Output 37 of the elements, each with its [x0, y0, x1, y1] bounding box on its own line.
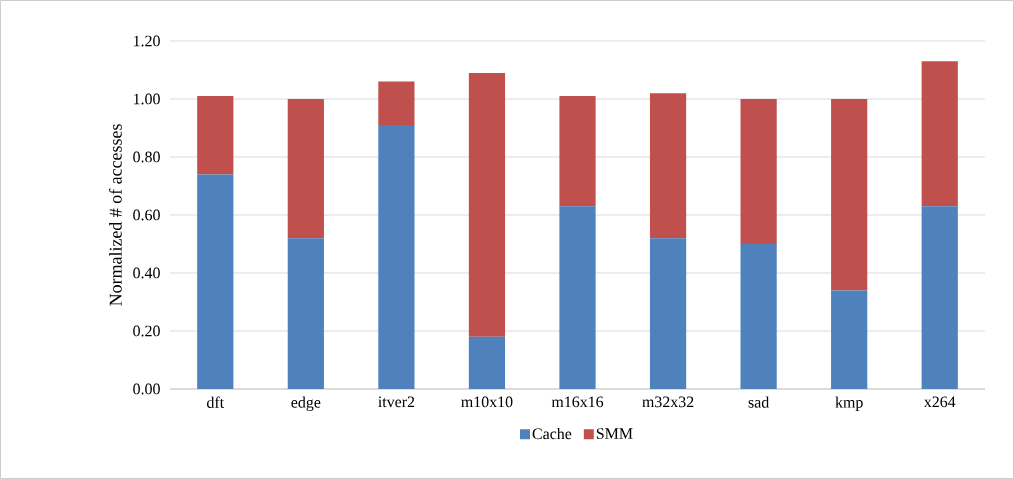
bar [649, 93, 687, 239]
x-tick-label: itver2 [378, 396, 415, 408]
bar [378, 125, 415, 389]
y-tick-label: 1.00 [134, 93, 160, 105]
x-tick-label: dft [207, 396, 225, 408]
legend-label: Cache [532, 427, 572, 440]
bar [831, 290, 868, 389]
y-axis-title: Normalized # of accesses [108, 124, 122, 306]
x-tick-label: kmp [835, 396, 863, 411]
x-tick-label: x264 [923, 396, 956, 408]
bar [559, 96, 596, 207]
x-tick-label: m32x32 [642, 396, 694, 408]
bar [197, 174, 234, 389]
bar [287, 98, 324, 239]
legend-label: SMM [596, 428, 633, 439]
bar [740, 243, 777, 389]
bar [559, 206, 596, 389]
y-tick-label: 0.40 [133, 267, 160, 279]
bar [740, 98, 777, 244]
x-tick-label: sad [748, 396, 770, 408]
bar [287, 238, 324, 389]
y-tick-label: 0.20 [133, 325, 160, 337]
x-tick-label: m10x10 [461, 396, 513, 408]
bar [921, 206, 958, 389]
y-tick-label: 1.20 [134, 35, 160, 47]
bar [197, 96, 234, 175]
y-tick-label: 0.80 [133, 151, 160, 163]
y-tick-label: 0.60 [133, 209, 160, 221]
bar [378, 81, 415, 126]
bar [921, 61, 958, 207]
x-tick-label: m16x16 [551, 396, 604, 408]
x-tick-label: edge [291, 396, 321, 411]
y-tick-label: 0.00 [133, 383, 160, 395]
bar [468, 72, 506, 337]
bar [468, 336, 506, 389]
bar [649, 238, 687, 389]
bar [831, 98, 868, 291]
